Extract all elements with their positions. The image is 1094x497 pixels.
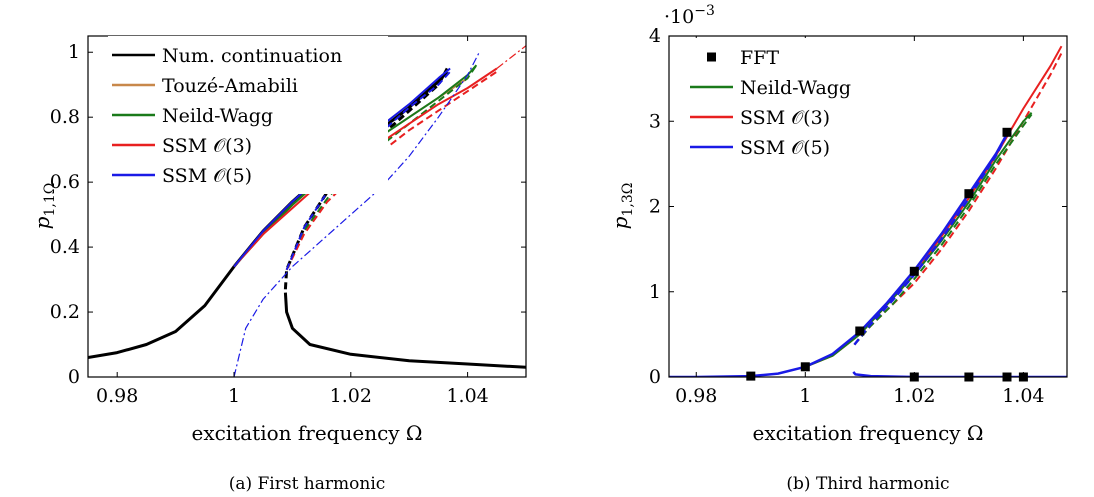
chart-b-fft-marker bbox=[909, 266, 919, 276]
chart-b-fft-marker bbox=[800, 362, 810, 372]
chart-b-series-4 bbox=[669, 133, 1009, 377]
chart-a-legend-label: Num. continuation bbox=[162, 45, 342, 67]
chart-a-series-2 bbox=[283, 292, 526, 369]
chart-b-fft-marker bbox=[964, 189, 974, 199]
chart-a-series-11 bbox=[233, 51, 480, 377]
chart-b-legend-bg bbox=[686, 38, 886, 166]
chart-b-scale-exp: −3 bbox=[694, 3, 715, 19]
chart-a-ytick-label: 0.6 bbox=[50, 171, 80, 193]
chart-b-legend-marker bbox=[707, 52, 716, 62]
chart-b-ytick-label: 4 bbox=[649, 25, 661, 47]
chart-b-caption: (b) Third harmonic bbox=[786, 474, 949, 494]
chart-b-fft-marker bbox=[746, 371, 756, 381]
chart-a-legend: Num. continuation Touzé-Amabili Neild-Wagg… bbox=[108, 36, 388, 194]
chart-a-ylabel: p1,1Ω bbox=[30, 183, 58, 230]
chart-b-scale-base: ·10 bbox=[664, 6, 694, 28]
chart-a-xtick-label: 1.04 bbox=[446, 385, 488, 407]
chart-b-scale-label: ·10−3 bbox=[664, 3, 715, 28]
chart-b-fft-marker bbox=[1002, 127, 1012, 137]
chart-b-xtick-label: 1.04 bbox=[1002, 385, 1044, 407]
chart-a-ticks: 0.98 1 1.02 1.04 0 0.2 0.4 0.6 0.8 1 bbox=[50, 36, 526, 407]
chart-b-series-3 bbox=[853, 113, 1033, 346]
chart-a-ytick-label: 0.8 bbox=[50, 106, 80, 128]
chart-a-ytick-label: 1 bbox=[68, 41, 80, 63]
chart-b-ytick-label: 1 bbox=[649, 281, 661, 303]
chart-a-ylabel-main: p bbox=[30, 216, 54, 229]
chart-b-series-1 bbox=[853, 52, 1063, 346]
chart-b-legend-label: SSM 𝒪(3) bbox=[740, 107, 830, 129]
chart-a-xlabel: excitation frequency Ω bbox=[191, 421, 422, 445]
chart-a-ylabel-sub: 1,1Ω bbox=[42, 183, 58, 217]
chart-a-xtick-label: 0.98 bbox=[96, 385, 138, 407]
chart-a-caption: (a) First harmonic bbox=[229, 474, 386, 494]
chart-b-legend-label: FFT bbox=[740, 47, 779, 69]
chart-a-series-7 bbox=[285, 70, 498, 271]
chart-first-harmonic: 0.98 1 1.02 1.04 0 0.2 0.4 0.6 0.8 1 Num. continu… bbox=[30, 35, 527, 494]
chart-b-legend-label: SSM 𝒪(5) bbox=[740, 137, 830, 159]
chart-b-ticks: 0.98 1 1.02 1.04 0 1 2 3 4 bbox=[649, 25, 1067, 407]
chart-a-ytick-label: 0.4 bbox=[50, 236, 80, 258]
chart-a-xtick-label: 1.02 bbox=[330, 385, 372, 407]
chart-a-ytick-label: 0 bbox=[68, 366, 80, 388]
chart-a-series-8 bbox=[496, 45, 526, 69]
chart-a-legend-label: Neild-Wagg bbox=[162, 105, 273, 127]
chart-a-legend-label: SSM 𝒪(5) bbox=[162, 165, 252, 187]
chart-b-ylabel-sub: 1,3Ω bbox=[620, 183, 636, 217]
chart-a-legend-label: Touzé-Amabili bbox=[162, 75, 298, 97]
chart-b-series-6 bbox=[852, 371, 1067, 377]
chart-b-ytick-label: 3 bbox=[649, 110, 661, 132]
chart-b-xtick-label: 0.98 bbox=[675, 385, 717, 407]
chart-b-legend: FFT Neild-Wagg SSM 𝒪(3) SSM 𝒪(5) bbox=[686, 38, 886, 166]
chart-b-ylabel-main: p bbox=[608, 216, 632, 229]
chart-b-legend-label: Neild-Wagg bbox=[740, 77, 851, 99]
chart-b-xlabel: excitation frequency Ω bbox=[752, 421, 983, 445]
chart-a-xtick-label: 1 bbox=[228, 385, 240, 407]
chart-b-xtick-label: 1 bbox=[799, 385, 811, 407]
chart-b-ytick-label: 0 bbox=[649, 366, 661, 388]
chart-a-legend-label: SSM 𝒪(3) bbox=[162, 135, 252, 157]
chart-b-fft-marker bbox=[855, 326, 865, 336]
chart-b-ylabel: p1,3Ω bbox=[608, 183, 636, 230]
chart-a-ytick-label: 0.2 bbox=[50, 301, 80, 323]
chart-third-harmonic: 0.98 1 1.02 1.04 0 1 2 3 4 FFT Neild-Wagg SSM 𝒪(3)… bbox=[608, 3, 1068, 494]
chart-b-ytick-label: 2 bbox=[649, 196, 661, 218]
chart-b-xtick-label: 1.02 bbox=[893, 385, 935, 407]
chart-b-series-5 bbox=[853, 133, 1009, 346]
